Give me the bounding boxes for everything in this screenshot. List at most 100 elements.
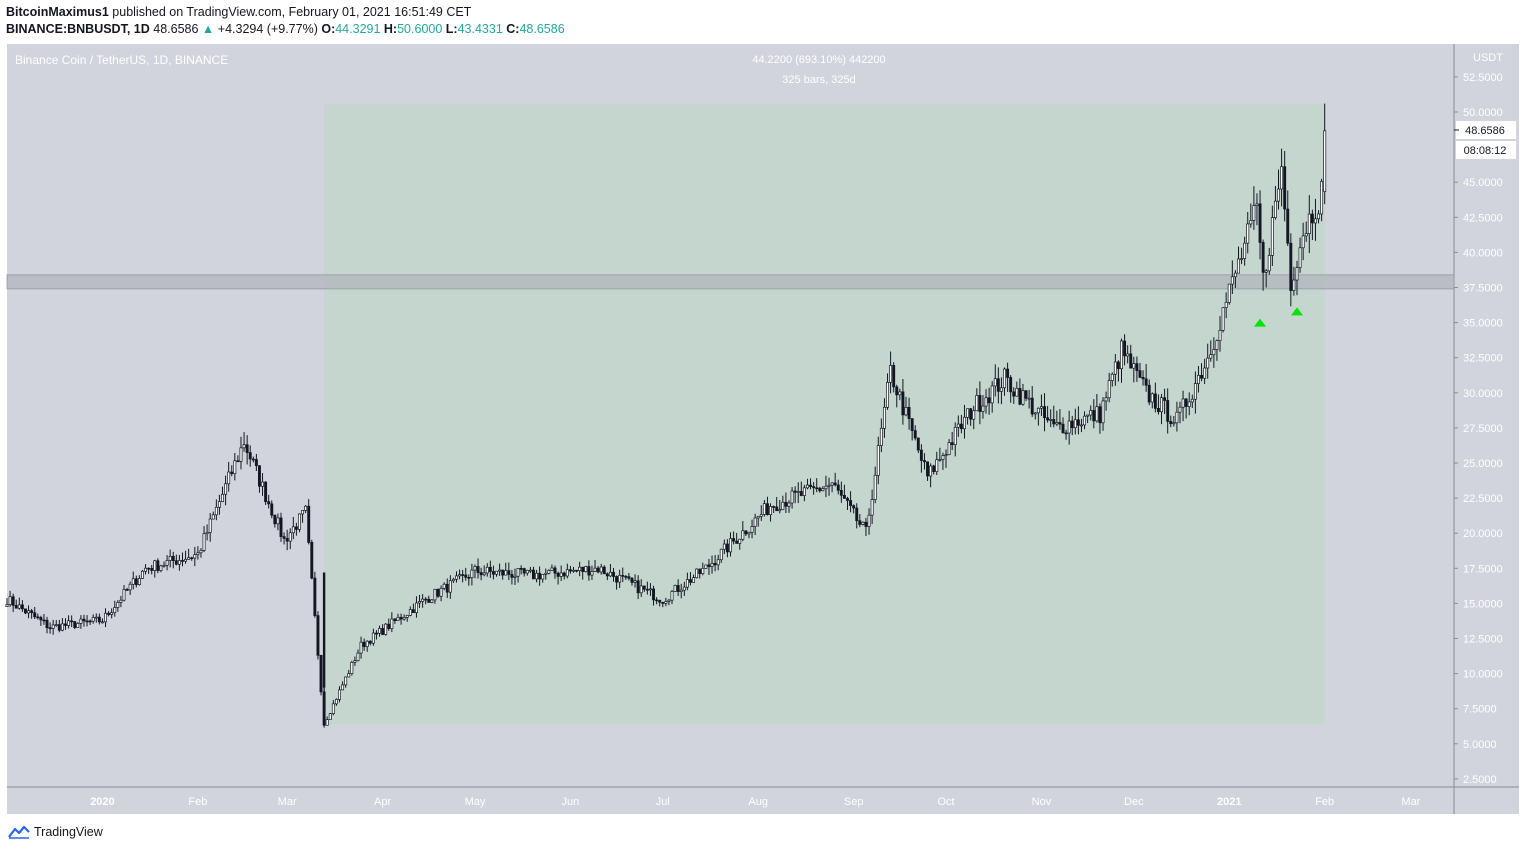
candle-body [1280,166,1284,190]
candle [227,461,231,492]
candle [652,585,655,606]
price-axis[interactable] [1454,44,1519,814]
candle [251,456,255,463]
candle-body [815,487,819,490]
candle-body [433,588,437,601]
x-tick-label: Oct [937,796,954,808]
candle [630,577,634,586]
candle-body [1249,220,1253,225]
candle-body [461,574,465,576]
candle [1110,372,1114,387]
candle-body [325,719,329,726]
candle-body [1120,340,1123,370]
time-axis[interactable] [7,787,1454,814]
candle [639,579,643,597]
candle [168,549,172,568]
author-name[interactable]: BitcoinMaximus1 [6,5,109,19]
tradingview-brand: TradingView [34,825,103,839]
candle [667,598,671,606]
candle [1320,178,1324,222]
x-tick-label: Mar [278,796,297,808]
candle-body [969,408,973,420]
candle [981,395,985,419]
candle [48,622,52,634]
candle-body [516,568,520,577]
candle [67,615,71,629]
candle [1233,270,1237,288]
candle-body [371,632,375,644]
candle [707,558,711,575]
candle-body [1175,411,1179,424]
candle [833,472,837,487]
price-chart[interactable]: 52.5000 50.0000 45.0000 42.5000 40.0000 37.50… [0,0,1526,820]
candle-body [291,526,295,534]
candle-body [455,575,458,580]
candle-body [910,418,914,431]
candle [719,548,723,563]
candle-body [787,502,791,507]
candle [695,568,699,579]
x-tick-label: 2020 [90,796,114,808]
candle-body [319,654,323,693]
y-tick-label: 7.5000 [1463,704,1497,716]
candle-body [60,623,64,631]
candle-body [689,579,692,583]
candle-body [211,514,215,520]
candle-body [408,609,412,616]
candle-body [522,568,526,574]
candle-body [221,493,224,502]
candle [341,681,345,691]
candle [532,566,535,580]
candle-body [205,532,209,535]
candle [273,514,277,528]
candle [892,362,896,393]
candle [427,595,431,603]
candle [236,455,240,463]
candle [211,511,215,520]
candle [1083,411,1087,430]
candle-body [495,570,498,575]
candle-body [1203,367,1207,379]
candle-body [963,416,966,430]
candle [969,407,973,426]
candle-body [304,505,308,511]
candle [1227,283,1231,305]
candle-body [67,620,71,626]
candle-body [1095,406,1099,422]
price-unit-label: USDT [1473,52,1503,64]
candle [73,621,77,630]
candle [45,616,49,634]
candle-body [532,569,535,580]
candle [230,465,234,477]
candle [184,550,188,564]
candle [581,566,585,580]
candle-body [633,580,637,583]
candle-body [70,620,74,623]
candle [781,495,785,511]
candle-body [612,571,615,577]
candle-body [645,588,649,591]
candle [374,630,378,640]
candle [107,611,111,617]
candle [381,624,385,636]
candle-body [648,588,652,591]
x-tick-label: 2021 [1217,796,1241,808]
candle-body [932,465,936,473]
candle [550,564,554,571]
candle-body [812,486,816,489]
candle [193,546,197,567]
candle [125,587,129,591]
candle [291,516,295,540]
candle-body [282,536,286,539]
candle [1246,212,1250,254]
candle [479,567,483,581]
candle-body [122,589,126,601]
candle [1064,429,1068,440]
candle-body [1129,353,1133,369]
candle [522,567,526,577]
candle [584,565,588,573]
candle [1138,362,1142,379]
candle-body [544,572,548,575]
tradingview-logo[interactable]: TradingView [8,825,103,839]
candle [608,564,612,578]
